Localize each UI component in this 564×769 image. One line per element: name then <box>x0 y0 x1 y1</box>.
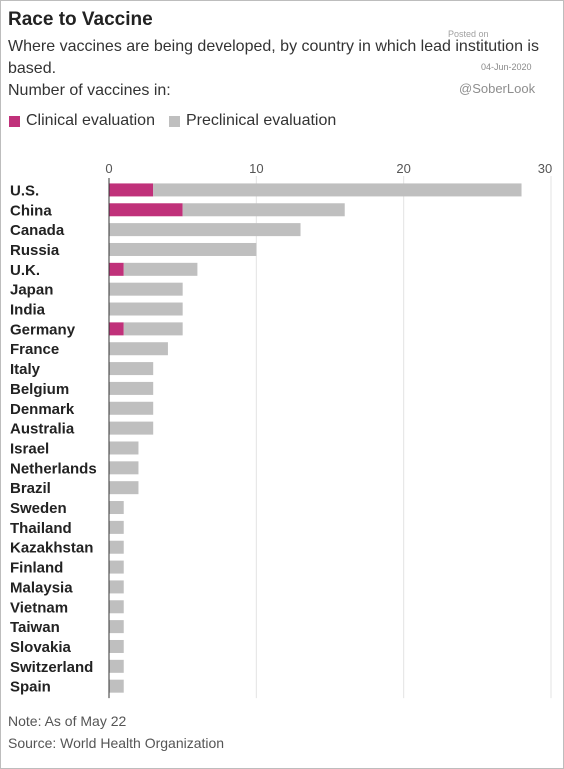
category-label-13: Israel <box>10 440 49 457</box>
bar-preclinical-4 <box>123 262 198 276</box>
bar-preclinical-14 <box>109 461 139 475</box>
watermark-handle: @SoberLook <box>459 81 536 96</box>
legend-item-preclinical: Preclinical evaluation <box>168 112 337 130</box>
category-label-7: Germany <box>10 321 76 338</box>
bar-clinical-1 <box>109 203 183 217</box>
bar-preclinical-11 <box>109 401 154 415</box>
bar-preclinical-13 <box>109 441 139 455</box>
x-tick-label-10: 10 <box>249 161 263 176</box>
category-label-2: Canada <box>10 222 65 239</box>
bar-preclinical-7 <box>123 322 183 336</box>
legend-item-clinical: Clinical evaluation <box>9 112 155 130</box>
x-tick-label-20: 20 <box>396 161 410 176</box>
category-label-16: Sweden <box>10 500 67 517</box>
category-label-4: U.K. <box>10 262 40 279</box>
watermark-posted-label: Posted on <box>448 29 489 39</box>
bar-preclinical-16 <box>109 501 124 515</box>
category-label-14: Netherlands <box>10 460 97 477</box>
category-label-0: U.S. <box>10 182 39 199</box>
bar-clinical-4 <box>109 262 124 276</box>
bar-preclinical-21 <box>109 600 124 614</box>
chart-note: Note: As of May 22 <box>8 713 127 729</box>
category-label-25: Spain <box>10 679 51 696</box>
bar-preclinical-19 <box>109 560 124 574</box>
bar-clinical-7 <box>109 322 124 336</box>
legend-label-clinical: Clinical evaluation <box>26 112 155 129</box>
bar-preclinical-9 <box>109 362 154 376</box>
bar-preclinical-15 <box>109 481 139 495</box>
category-label-1: China <box>10 202 52 219</box>
category-label-17: Thailand <box>10 520 72 537</box>
legend-swatch-preclinical <box>168 115 180 127</box>
bar-preclinical-18 <box>109 540 124 554</box>
category-label-5: Japan <box>10 282 53 299</box>
bar-preclinical-12 <box>109 421 154 435</box>
category-label-8: France <box>10 341 59 358</box>
category-label-20: Malaysia <box>10 579 73 596</box>
category-label-23: Slovakia <box>10 639 72 656</box>
bar-preclinical-8 <box>109 342 168 356</box>
bar-preclinical-5 <box>109 282 183 296</box>
legend-label-preclinical: Preclinical evaluation <box>185 112 337 129</box>
bar-preclinical-2 <box>109 223 301 237</box>
bar-preclinical-0 <box>153 183 522 197</box>
category-label-10: Belgium <box>10 381 69 398</box>
category-label-3: Russia <box>10 242 60 259</box>
chart-legend: Clinical evaluation Preclinical evaluati… <box>9 112 350 130</box>
chart-subtitle: Where vaccines are being developed, by c… <box>8 38 539 77</box>
legend-swatch-clinical <box>9 115 20 127</box>
bar-preclinical-10 <box>109 381 154 395</box>
category-label-9: Italy <box>10 361 41 378</box>
category-label-22: Taiwan <box>10 619 60 636</box>
bar-clinical-0 <box>109 183 154 197</box>
category-label-21: Vietnam <box>10 599 68 616</box>
watermark-posted-date: 04-Jun-2020 <box>481 62 532 72</box>
bar-preclinical-25 <box>109 679 124 693</box>
category-label-15: Brazil <box>10 480 51 497</box>
chart-title: Race to Vaccine <box>8 9 153 30</box>
bar-preclinical-22 <box>109 620 124 634</box>
bar-preclinical-20 <box>109 580 124 594</box>
bar-preclinical-24 <box>109 659 124 673</box>
chart-source: Source: World Health Organization <box>8 735 225 751</box>
bar-preclinical-23 <box>109 639 124 653</box>
bar-preclinical-3 <box>109 242 257 256</box>
bar-preclinical-6 <box>109 302 183 316</box>
bar-preclinical-1 <box>182 203 345 217</box>
x-tick-label-30: 30 <box>538 161 552 176</box>
chart-subtitle-units: Number of vaccines in: <box>8 82 171 99</box>
category-label-19: Finland <box>10 560 63 577</box>
category-label-6: India <box>10 302 46 319</box>
category-label-12: Australia <box>10 421 75 438</box>
category-label-18: Kazakhstan <box>10 540 93 557</box>
x-tick-label-0: 0 <box>105 161 112 176</box>
bar-preclinical-17 <box>109 520 124 534</box>
category-label-24: Switzerland <box>10 659 93 676</box>
category-label-11: Denmark <box>10 401 75 418</box>
